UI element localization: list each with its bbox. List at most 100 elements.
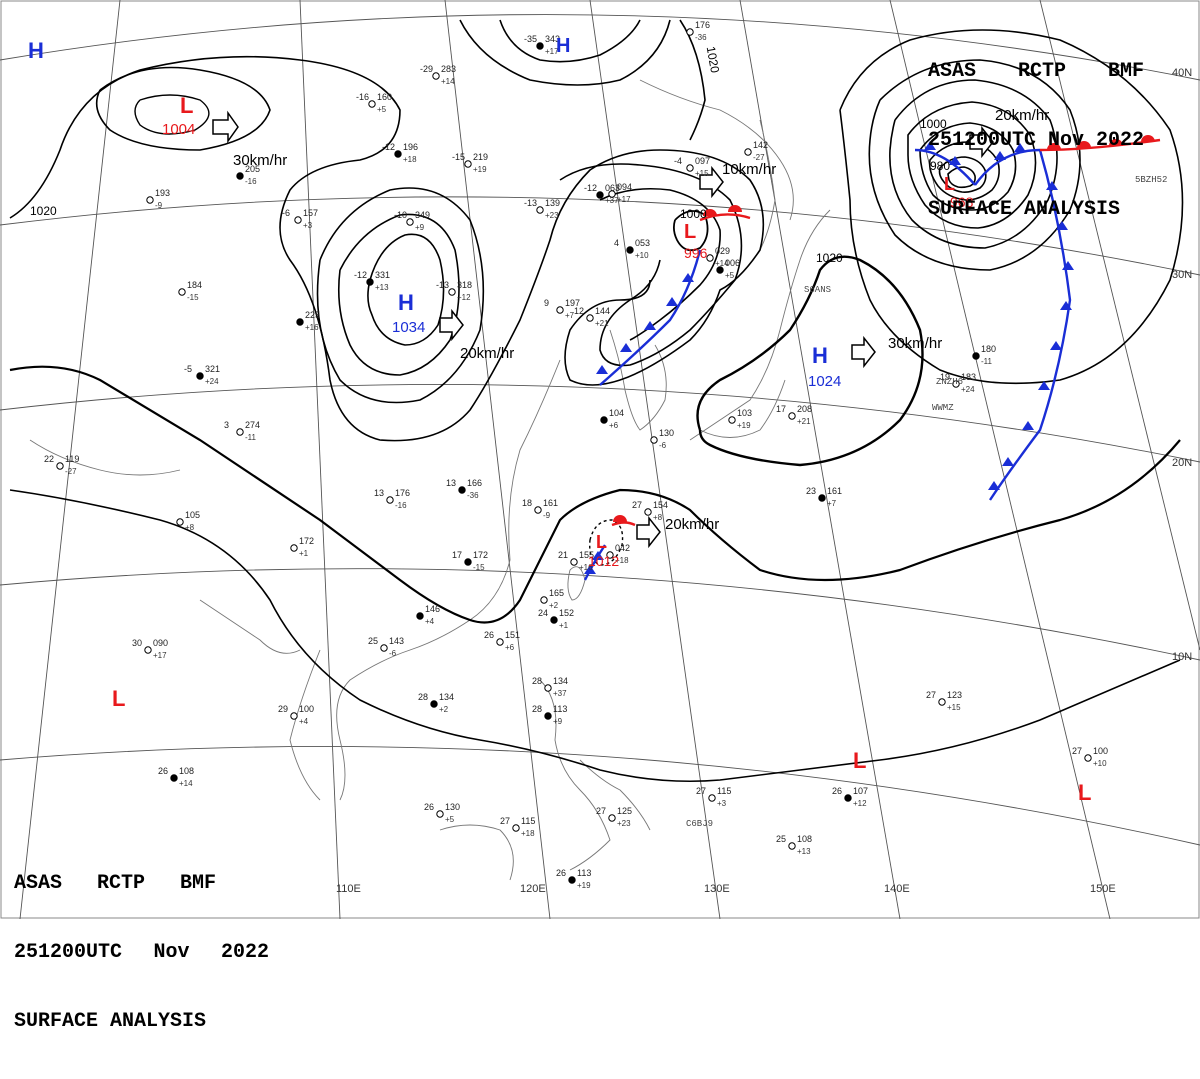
- isobar-label: 1000: [680, 207, 707, 221]
- isobar-label: 1000: [920, 117, 947, 131]
- station-pressure: 100: [1093, 746, 1108, 756]
- station-pressure: 115: [717, 786, 731, 796]
- warm-front-semicircle: [1109, 139, 1123, 146]
- station-pressure: 100: [299, 704, 314, 714]
- station-temperature: 3: [224, 420, 229, 430]
- cold-front-triangle: [596, 365, 608, 374]
- station-plot: -15 219 +19: [452, 152, 488, 174]
- isobar-deep-low-6: [938, 156, 987, 193]
- station-pressure: 006: [725, 258, 740, 268]
- station-tendency: +14: [441, 77, 455, 86]
- station-tendency: +13: [797, 847, 811, 856]
- station-pressure: 161: [827, 486, 842, 496]
- station-pressure: 113: [577, 868, 591, 878]
- header-month: Nov: [1048, 129, 1085, 152]
- station-circle: [788, 842, 796, 850]
- station-tendency: +12: [457, 293, 471, 302]
- coast-borneo: [439, 824, 514, 881]
- station-pressure: 155: [579, 550, 594, 560]
- station-circle: [686, 28, 694, 36]
- station-tendency: +3: [303, 221, 313, 230]
- station-circle: [1084, 754, 1092, 762]
- station-circle: [496, 638, 504, 646]
- station-temperature: 23: [806, 486, 816, 496]
- station-pressure: 219: [473, 152, 488, 162]
- isobar-1024-high-center: [316, 187, 485, 404]
- station-circle: [644, 508, 652, 516]
- warm-front-semicircle: [1047, 143, 1061, 150]
- station-plot: 176-36: [686, 20, 710, 42]
- lat-lon-grid: [0, 0, 1200, 919]
- station-temperature: 27: [500, 816, 510, 826]
- header-year: 2022: [220, 941, 269, 964]
- station-temperature: 30: [132, 638, 142, 648]
- warm-front-taiwan: [611, 521, 636, 527]
- isobar-siberia-2: [499, 19, 641, 63]
- meridian-130e: [589, 0, 721, 919]
- longitude-label: 130E: [704, 883, 730, 895]
- station-pressure: 205: [245, 164, 260, 174]
- coast-india-region: [29, 439, 181, 476]
- cold-front-triangle: [1002, 457, 1014, 466]
- isobar-1012-south: [9, 489, 1181, 783]
- station-circle: [744, 148, 752, 156]
- header-line-2: 251200UTC Nov 2022: [928, 129, 1144, 152]
- station-circle: [686, 164, 694, 172]
- coast-philippines-2: [579, 759, 651, 831]
- station-temperature: -10: [394, 210, 407, 220]
- header-month: Nov: [153, 941, 190, 964]
- station-temperature: 12: [574, 306, 584, 316]
- header-station: RCTP: [96, 872, 145, 895]
- surface-analysis-map: -35 343+17-29 283+14-16 160+5-12 196+18 -15 21…: [0, 0, 1200, 919]
- station-plot: 27 123 +15: [926, 690, 962, 712]
- station-tendency: +17: [153, 651, 167, 660]
- station-circle: [448, 288, 456, 296]
- cold-front-triangle: [1046, 181, 1058, 190]
- station-temperature: 27: [596, 806, 606, 816]
- header-time: 251200UTC: [928, 129, 1037, 152]
- station-plot: -12 196 +18: [382, 142, 418, 164]
- station-pressure: 349: [415, 210, 430, 220]
- station-plot: 13 166 -36: [446, 478, 482, 500]
- station-pressure: 130: [659, 428, 674, 438]
- station-plot: 22 119 -27: [44, 454, 79, 476]
- station-plots: -35 343+17-29 283+14-16 160+5-12 196+18 -15 21…: [44, 20, 1108, 890]
- meridian-150e: [889, 0, 1111, 919]
- station-plot: 172+1: [290, 536, 314, 558]
- header-agency: ASAS: [14, 872, 63, 895]
- station-pressure: 180: [981, 344, 996, 354]
- station-tendency: -11: [245, 433, 257, 442]
- isobar-deep-low-3: [907, 101, 1037, 229]
- station-pressure: 283: [441, 64, 456, 74]
- longitude-label: 120E: [520, 883, 546, 895]
- station-tendency: +5: [725, 271, 735, 280]
- station-plot: 26 151 +6: [484, 630, 520, 652]
- low-value: 996: [684, 245, 708, 261]
- cold-front-triangle: [994, 151, 1006, 160]
- isobars: [9, 19, 1184, 783]
- station-plot: 104+6: [600, 408, 624, 430]
- ship-id: 5BZH52: [1135, 175, 1167, 185]
- station-pressure: 090: [153, 638, 168, 648]
- station-temperature: 29: [278, 704, 288, 714]
- station-tendency: +19: [737, 421, 751, 430]
- station-tendency: -27: [753, 153, 765, 162]
- station-pressure: 161: [543, 498, 558, 508]
- station-tendency: -16: [395, 501, 407, 510]
- station-plot: -4 097 +15: [674, 156, 710, 178]
- motion-speed-label: 20km/hr: [665, 516, 719, 533]
- station-pressure: 176: [395, 488, 410, 498]
- station-plot: 27 115 +18: [500, 816, 535, 838]
- station-pressure: 146: [425, 604, 440, 614]
- motion-arrow-west-low: [212, 110, 239, 144]
- station-circle: [368, 100, 376, 108]
- coast-indochina: [199, 599, 301, 654]
- station-circle: [544, 712, 552, 720]
- station-temperature: 4: [614, 238, 619, 248]
- parallel-10n: [0, 568, 1200, 661]
- motion-speed-labels: 30km/hr 20km/hr 10km/hr 30km/hr 20km/hr …: [233, 107, 1049, 533]
- station-temperature: -29: [420, 64, 433, 74]
- station-pressure: 318: [457, 280, 472, 290]
- station-tendency: +4: [299, 717, 309, 726]
- meridian-120e: [444, 0, 551, 919]
